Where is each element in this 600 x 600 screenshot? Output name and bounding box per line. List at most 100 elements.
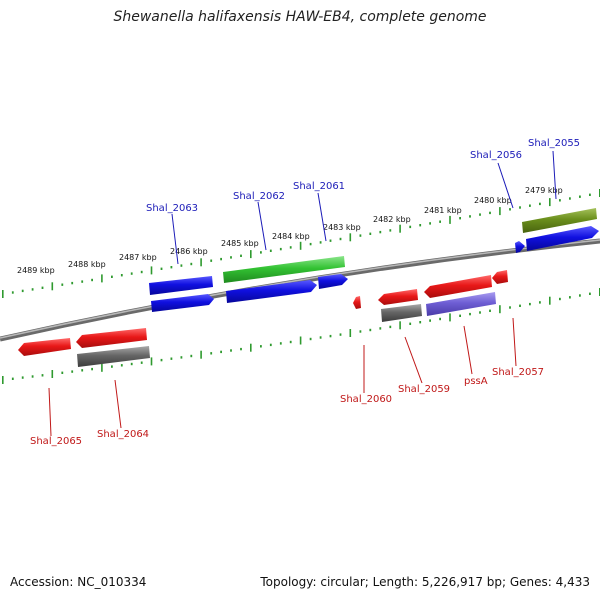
map-title: Shewanella halifaxensis HAW-EB4, complet…: [113, 9, 487, 25]
leader-shal-2063: [171, 213, 179, 265]
ruler-upper-minor-tick: [409, 225, 412, 229]
ruler-lower-minor-tick: [439, 317, 441, 321]
ruler-lower-minor-tick: [269, 343, 272, 347]
ruler-lower-major-tick: [499, 305, 501, 314]
ruler-lower-minor-tick: [61, 371, 64, 374]
ruler-upper-minor-tick: [41, 286, 44, 289]
ruler-upper-minor-tick: [210, 259, 213, 262]
ruler-upper-minor-tick: [369, 232, 372, 235]
ruler-upper-major-tick: [449, 215, 451, 224]
label-shal-2062[interactable]: Shal_2062: [233, 191, 285, 202]
gene-shal-2065-arrow[interactable]: [18, 338, 71, 356]
ruler-lower-minor-tick: [519, 304, 521, 307]
leader-shal-2057: [512, 317, 517, 367]
label-shal-2055[interactable]: Shal_2055: [528, 138, 580, 149]
gene-shal-2064-bar[interactable]: [77, 346, 150, 367]
gene-shal-2056-arrow[interactable]: [515, 241, 525, 253]
ruler-lower-minor-tick: [319, 336, 322, 339]
ruler-lower-minor-tick: [309, 337, 312, 341]
label-shal-2063[interactable]: Shal_2063: [146, 203, 198, 214]
gene-shal-2055-bar[interactable]: [522, 208, 597, 233]
label-pssa[interactable]: pssA: [464, 376, 488, 387]
ruler-lower-minor-tick: [210, 352, 213, 355]
ruler-lower-minor-tick: [260, 345, 262, 348]
ruler-upper-major-tick: [399, 224, 401, 233]
label-shal-2065[interactable]: Shal_2065: [30, 436, 82, 447]
ruler-lower-minor-tick: [559, 297, 561, 301]
ruler-lower-minor-tick: [579, 294, 581, 297]
ruler-upper-minor-tick: [120, 274, 123, 277]
label-shal-2057[interactable]: Shal_2057: [492, 367, 544, 378]
label-shal-2056[interactable]: Shal_2056: [470, 150, 522, 161]
leader-shal-2059: [404, 336, 423, 384]
gene-shal-2062-bar[interactable]: [223, 256, 345, 283]
tick-label-2486: 2486 kbp: [170, 247, 208, 256]
gene-pssa-arrow[interactable]: [424, 275, 492, 298]
leader-shal-2062: [257, 201, 267, 251]
ruler-upper-minor-tick: [111, 275, 113, 278]
ruler-upper-minor-tick: [339, 237, 342, 241]
ruler-lower-major-tick: [449, 313, 451, 322]
ruler-lower-minor-tick: [409, 322, 412, 325]
leader-pssa: [463, 325, 473, 375]
gene-shal-2063-arrow[interactable]: [151, 294, 214, 312]
ruler-lower-minor-tick: [279, 342, 282, 345]
ruler-upper-minor-tick: [469, 215, 471, 218]
ruler-upper-minor-tick: [71, 281, 74, 285]
gene-shal-2064-arrow[interactable]: [76, 328, 147, 348]
ruler-lower-minor-tick: [529, 302, 531, 306]
ruler-upper-minor-tick: [509, 208, 511, 211]
label-leader-lines: [48, 150, 557, 437]
gene-shal-2059-arrow[interactable]: [378, 289, 418, 305]
ruler-upper-minor-tick: [329, 239, 332, 242]
ruler-lower-minor-tick: [220, 350, 222, 354]
leader-shal-2064: [114, 379, 122, 429]
ruler-lower-minor-tick: [240, 347, 242, 351]
ruler-lower-minor-tick: [569, 296, 571, 299]
gene-shal-2059-bar[interactable]: [381, 304, 422, 322]
label-shal-2060[interactable]: Shal_2060: [340, 394, 392, 405]
tick-label-2487: 2487 kbp: [119, 253, 157, 262]
ruler-upper-major-tick: [250, 250, 252, 259]
ruler-upper-minor-tick: [289, 246, 292, 249]
ruler-lower-minor-tick: [180, 356, 183, 359]
ruler-lower-minor-tick: [369, 328, 372, 332]
ruler-lower-minor-tick: [91, 367, 93, 371]
ruler-upper-minor-tick: [579, 195, 581, 198]
ruler-lower-minor-tick: [160, 358, 163, 362]
ruler-lower-minor-tick: [81, 369, 84, 372]
tick-label-2488: 2488 kbp: [68, 260, 106, 269]
ruler-upper-minor-tick: [269, 249, 272, 252]
gene-pssa-bar[interactable]: [426, 292, 496, 316]
ruler-upper-minor-tick: [439, 220, 441, 223]
label-shal-2064[interactable]: Shal_2064: [97, 429, 149, 440]
tick-label-2489: 2489 kbp: [17, 266, 55, 275]
ruler-lower-minor-tick: [41, 374, 44, 377]
gene-shal-2055-arrow[interactable]: [526, 226, 599, 251]
ruler-upper-minor-tick: [479, 213, 481, 216]
ruler-upper-minor-tick: [529, 204, 531, 207]
gene-shal-2062-arrow[interactable]: [226, 280, 317, 303]
ruler-upper-minor-tick: [389, 229, 392, 232]
ruler-lower-minor-tick: [140, 361, 143, 364]
label-shal-2059[interactable]: Shal_2059: [398, 384, 450, 395]
ruler-lower-minor-tick: [190, 354, 193, 358]
ruler-lower-major-tick: [549, 296, 551, 305]
ruler-lower-minor-tick: [379, 327, 382, 330]
ruler-lower-minor-tick: [111, 365, 113, 368]
ruler-lower-major-tick: [200, 350, 202, 359]
gene-shal-2060-arrow[interactable]: [353, 296, 361, 309]
ruler-lower-minor-tick: [230, 349, 232, 352]
gene-shal-2061-arrow[interactable]: [318, 274, 348, 289]
gene-shal-2063-bar[interactable]: [149, 276, 213, 295]
ruler-upper-major-tick: [499, 207, 501, 216]
gene-shal-2057-arrow[interactable]: [492, 270, 508, 284]
ruler-lower-minor-tick: [589, 292, 591, 295]
label-shal-2061[interactable]: Shal_2061: [293, 181, 345, 192]
ruler-lower-minor-tick: [329, 334, 332, 338]
ruler-upper-major-tick: [150, 266, 153, 275]
tick-label-2479: 2479 kbp: [525, 186, 563, 195]
tick-label-2484: 2484 kbp: [272, 232, 310, 241]
ruler-lower-major-tick: [150, 357, 153, 366]
